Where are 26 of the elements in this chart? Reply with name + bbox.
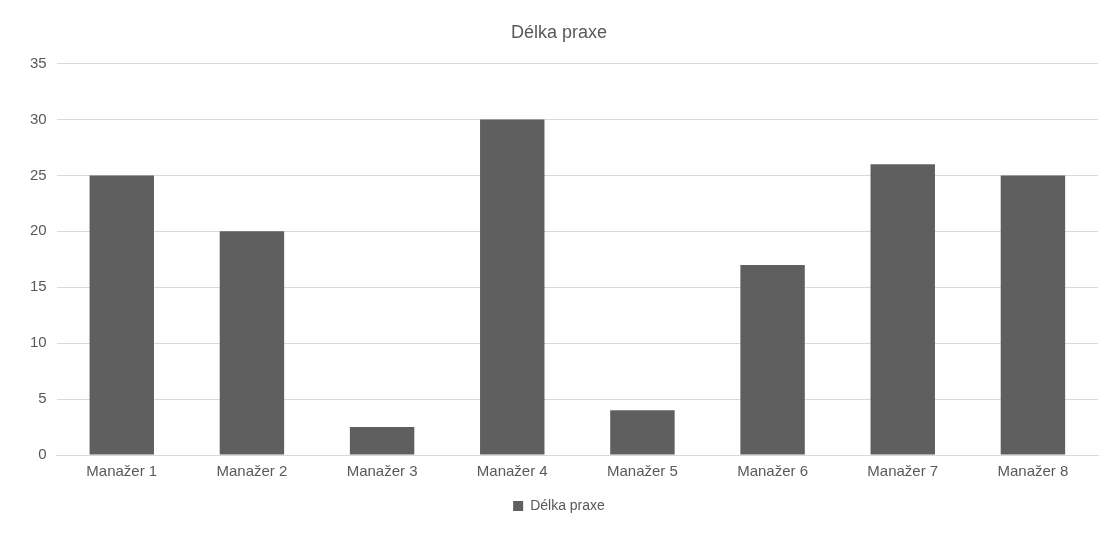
x-tick-label: Manažer 5	[606, 462, 678, 480]
bar	[480, 119, 545, 455]
bar	[870, 164, 935, 455]
x-tick-label: Manažer 1	[86, 462, 158, 480]
y-tick-label: 0	[38, 445, 47, 463]
y-tick-label: 15	[30, 277, 47, 295]
x-tick-label: Manažer 4	[476, 462, 548, 480]
bar	[1000, 175, 1066, 455]
x-tick-label: Manažer 3	[346, 462, 418, 480]
chart-title: Délka praxe	[510, 21, 608, 42]
bar	[89, 175, 154, 455]
y-tick-label: 10	[30, 333, 47, 351]
legend-label: Délka praxe	[530, 496, 606, 513]
bar	[349, 427, 415, 455]
bar	[610, 410, 675, 455]
y-tick-label: 35	[30, 53, 47, 71]
x-tick-label: Manažer 6	[737, 462, 809, 480]
x-tick-label: Manažer 2	[216, 462, 288, 480]
x-tick-label: Manažer 7	[867, 462, 939, 480]
y-tick-label: 20	[30, 221, 47, 239]
y-tick-label: 25	[30, 165, 47, 183]
bar	[740, 264, 805, 455]
x-tick-label: Manažer 8	[997, 462, 1069, 480]
bar	[219, 231, 285, 455]
y-tick-label: 30	[30, 109, 47, 127]
y-tick-label: 5	[38, 389, 47, 407]
